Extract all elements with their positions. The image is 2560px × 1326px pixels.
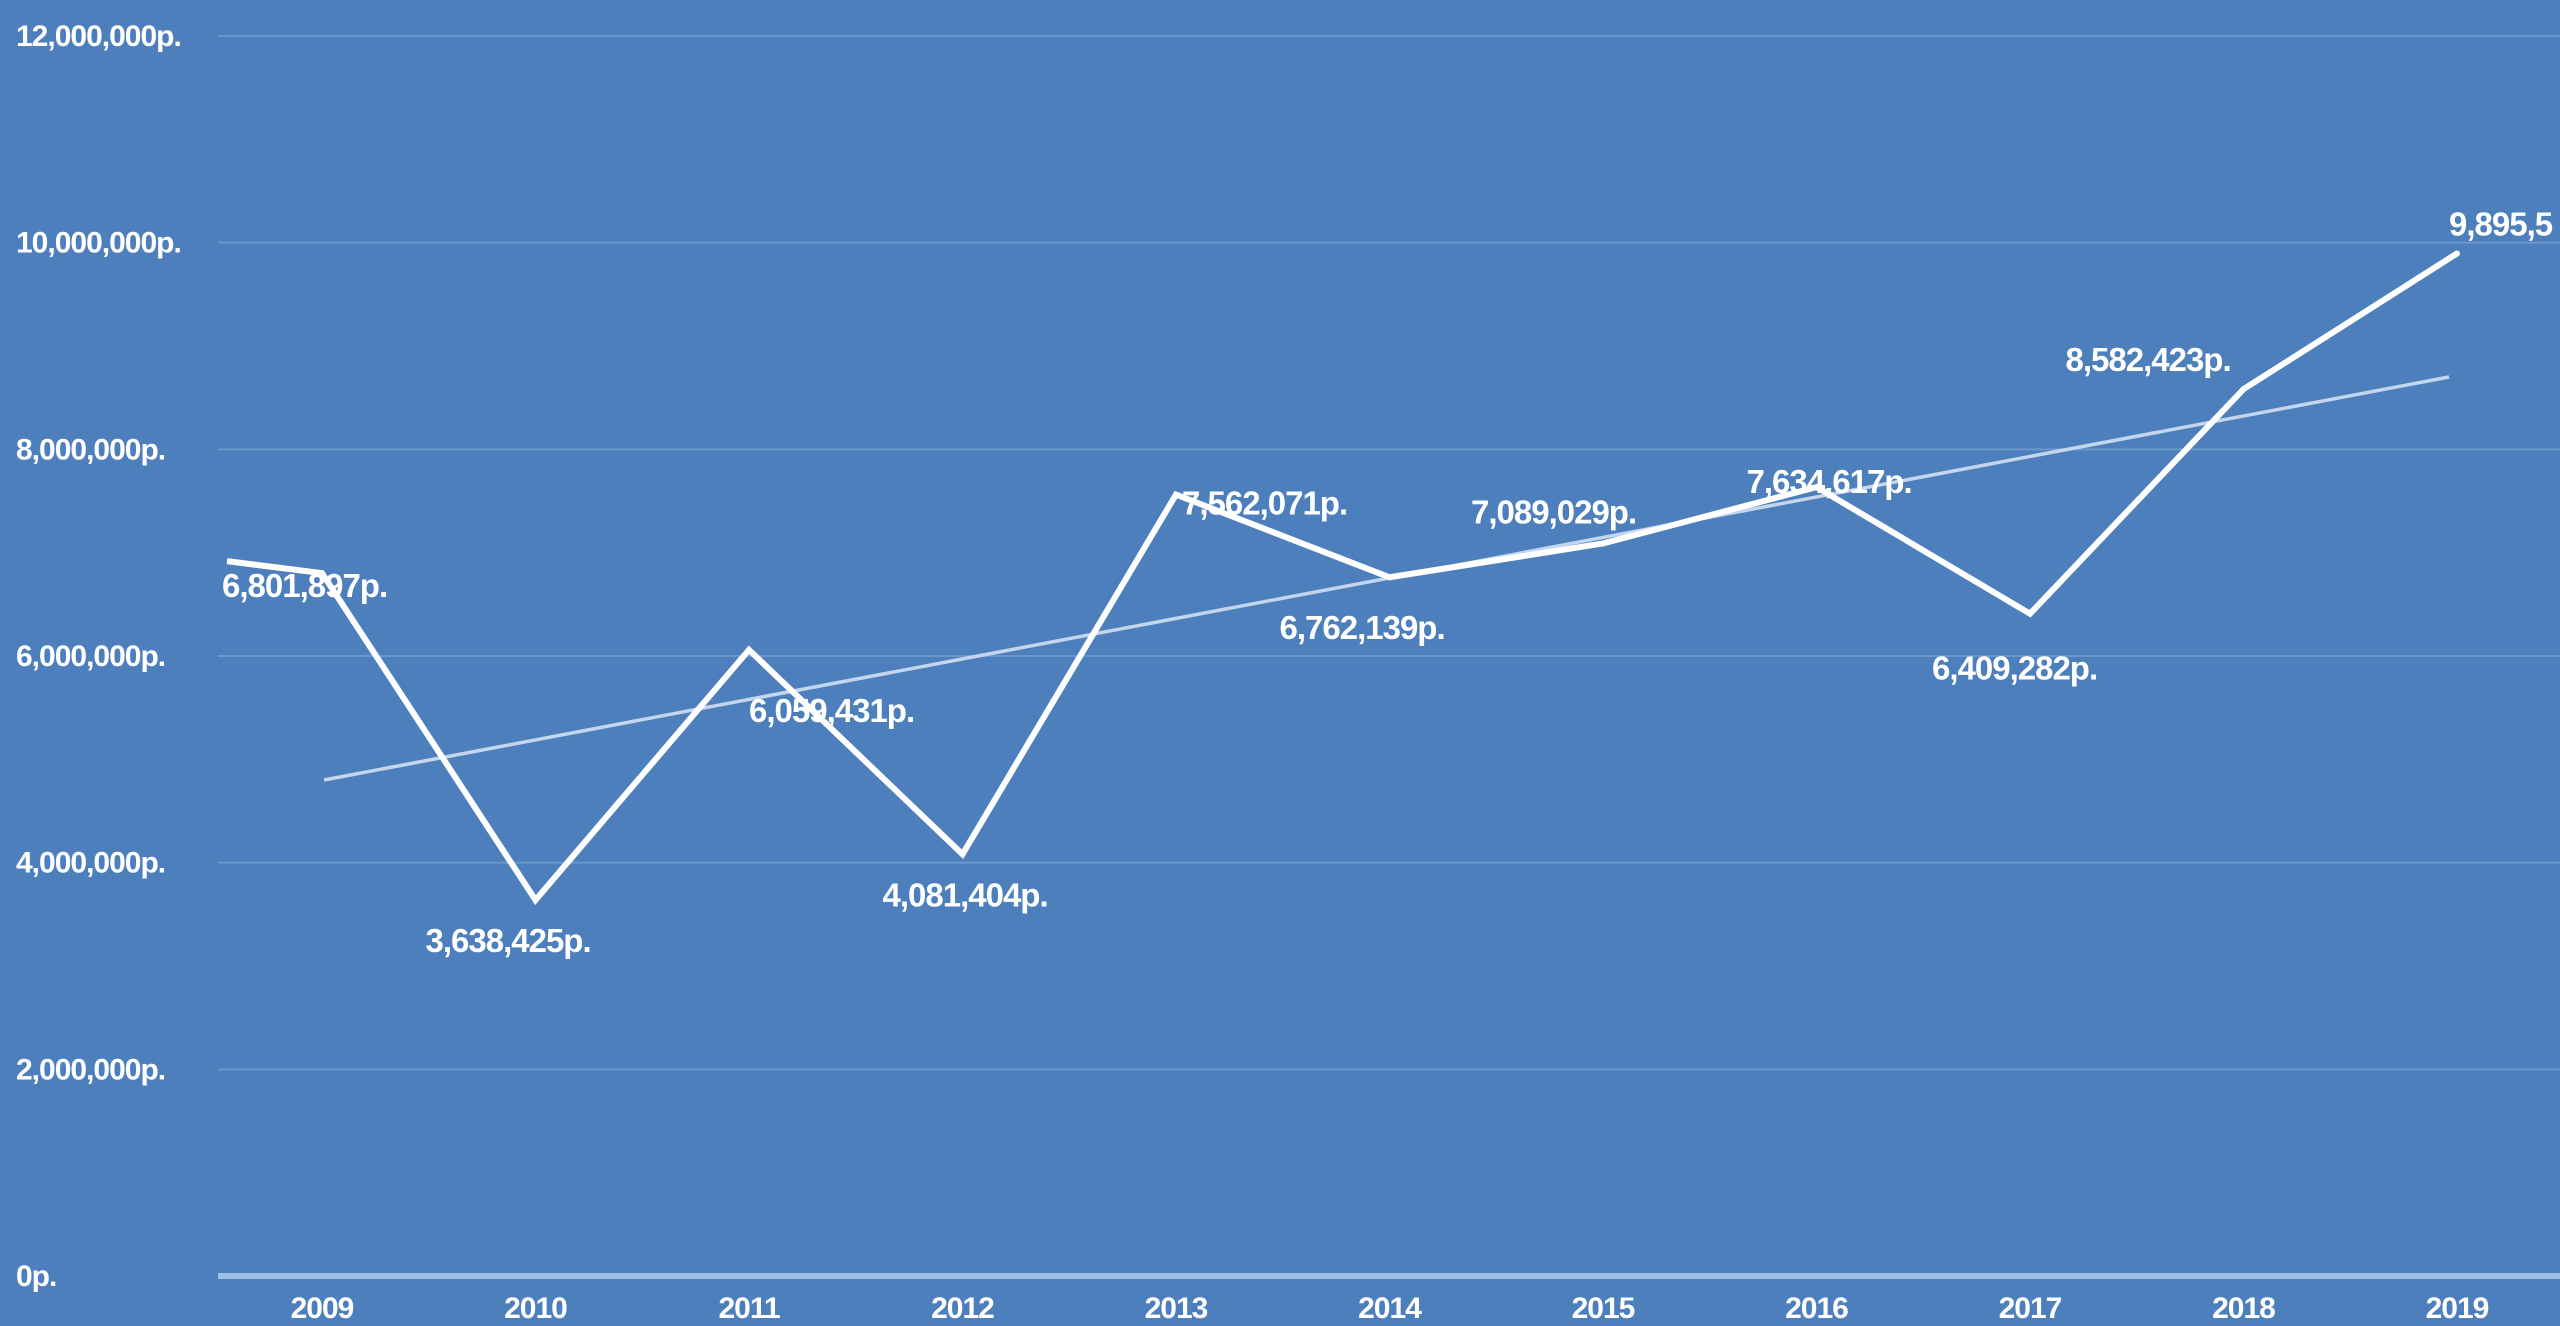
x-tick-label: 2016 <box>1785 1292 1848 1325</box>
data-label: 7,634,617р. <box>1747 463 1912 500</box>
y-tick-label: 10,000,000р. <box>16 227 181 260</box>
data-label: 6,762,139р. <box>1280 609 1445 646</box>
x-tick-label: 2018 <box>2212 1292 2275 1325</box>
data-label: 9,895,5 <box>2449 205 2553 242</box>
x-tick-label: 2017 <box>1999 1292 2062 1325</box>
y-tick-label: 12,000,000р. <box>16 20 181 53</box>
x-tick-label: 2019 <box>2426 1292 2489 1325</box>
data-point <box>746 646 752 653</box>
x-tick-label: 2012 <box>931 1292 994 1325</box>
data-point <box>1813 484 1820 491</box>
y-tick-label: 0р. <box>16 1260 56 1293</box>
data-point <box>1600 540 1606 547</box>
x-tick-label: 2014 <box>1358 1292 1422 1325</box>
data-point <box>1386 574 1393 581</box>
x-tick-label: 2010 <box>504 1292 567 1325</box>
data-label: 6,801,897р. <box>222 567 387 604</box>
series-line <box>226 250 2459 906</box>
data-point <box>959 851 966 858</box>
data-label: 7,089,029р. <box>1471 493 1636 530</box>
data-point <box>532 897 539 904</box>
data-point <box>2240 386 2247 393</box>
data-label: 8,582,423р. <box>2066 341 2231 378</box>
y-tick-label: 6,000,000р. <box>16 640 165 673</box>
y-tick-label: 4,000,000р. <box>16 847 165 880</box>
x-tick-label: 2013 <box>1145 1292 1208 1325</box>
data-label: 3,638,425р. <box>426 922 591 959</box>
data-label: 6,409,282р. <box>1932 650 2097 687</box>
data-label: 6,059,431р. <box>749 692 914 729</box>
x-tick-label: 2015 <box>1572 1292 1635 1325</box>
data-point <box>1173 491 1179 498</box>
y-tick-label: 8,000,000р. <box>16 433 165 466</box>
y-tick-label: 2,000,000р. <box>16 1053 165 1086</box>
data-point <box>319 570 325 577</box>
data-label: 4,081,404р. <box>883 876 1048 913</box>
x-tick-label: 2011 <box>718 1292 779 1325</box>
data-point <box>2027 610 2033 617</box>
data-label: 7,562,071р. <box>1182 485 1347 522</box>
x-tick-label: 2009 <box>291 1292 354 1325</box>
data-point <box>2454 250 2460 257</box>
